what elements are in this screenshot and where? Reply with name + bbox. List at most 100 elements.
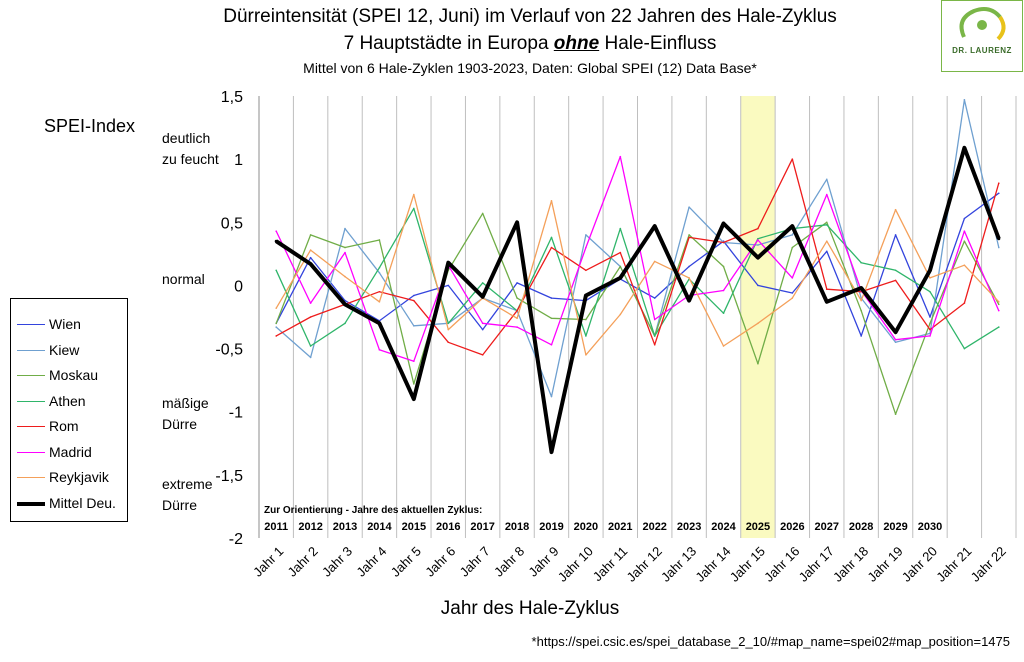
data-point xyxy=(825,193,828,196)
data-point xyxy=(653,224,657,228)
x-tick-label: Jahr 13 xyxy=(658,544,699,585)
cycle-year-label: 2015 xyxy=(402,521,426,533)
legend-label: Reykjavik xyxy=(49,469,109,485)
data-point xyxy=(791,234,794,236)
data-point xyxy=(722,241,725,244)
data-point xyxy=(929,316,931,318)
series-athen xyxy=(275,207,1000,350)
x-tick-label: Jahr 20 xyxy=(899,544,940,585)
data-point xyxy=(997,246,1000,249)
legend-swatch xyxy=(17,451,45,453)
x-tick-label: Jahr 11 xyxy=(590,544,631,585)
logo-text: DR. LAURENZ xyxy=(952,46,1012,55)
data-point xyxy=(550,297,553,299)
data-point xyxy=(549,450,553,454)
cycle-year-label: 2017 xyxy=(470,521,494,533)
x-tick-label: Jahr 19 xyxy=(864,544,905,585)
data-point xyxy=(894,341,897,344)
data-point xyxy=(309,302,312,304)
series-madrid xyxy=(275,155,1000,363)
data-point xyxy=(963,98,966,101)
data-point xyxy=(413,299,415,302)
cycle-year-label: 2027 xyxy=(815,521,839,533)
x-tick-label: Jahr 16 xyxy=(761,544,802,585)
legend-swatch xyxy=(17,375,45,376)
legend-swatch xyxy=(17,501,45,506)
grid xyxy=(258,96,1017,538)
y-tick-label: -0,5 xyxy=(215,342,243,359)
data-point xyxy=(894,234,897,236)
data-point xyxy=(309,234,312,236)
data-point xyxy=(516,297,518,299)
data-point xyxy=(894,413,897,416)
legend-label: Moskau xyxy=(49,367,99,383)
cycle-year-label: 2013 xyxy=(333,521,357,533)
data-point xyxy=(894,338,897,341)
data-point xyxy=(481,282,484,284)
data-point xyxy=(791,158,794,160)
legend-label: Madrid xyxy=(49,443,92,460)
data-point xyxy=(619,265,622,268)
series-line-madrid xyxy=(275,155,1000,362)
cycle-year-label: 2020 xyxy=(574,521,598,533)
data-point xyxy=(344,251,346,254)
data-point xyxy=(687,299,691,303)
y-axis-ticks: 1,5 1 0,5 0 -0,5 -1 -1,5 -2 xyxy=(215,89,243,548)
data-point xyxy=(997,309,1000,312)
data-point xyxy=(722,265,725,268)
data-point xyxy=(481,295,485,299)
cycle-year-label: 2014 xyxy=(367,521,392,533)
data-point xyxy=(274,239,278,243)
data-point xyxy=(275,335,278,337)
annotation-wet: deutlich zu feucht xyxy=(162,128,219,170)
data-point xyxy=(344,322,346,325)
data-point xyxy=(963,347,966,350)
data-point xyxy=(791,277,794,279)
cycle-year-label: 2011 xyxy=(264,521,288,533)
data-point xyxy=(894,279,897,282)
data-point xyxy=(825,224,828,226)
data-point xyxy=(516,326,518,328)
legend: Wien Kiew Moskau Athen Rom Madrid Reykjavik Mit… xyxy=(10,298,128,522)
y-tick-label: -2 xyxy=(229,531,243,548)
cycle-year-label: 2012 xyxy=(298,521,322,533)
data-point xyxy=(619,251,622,254)
y-tick-label: 1 xyxy=(234,152,243,169)
data-point xyxy=(757,322,759,325)
data-point xyxy=(344,246,346,249)
x-tick-label: Jahr 5 xyxy=(388,544,424,580)
data-point xyxy=(929,335,931,337)
data-point xyxy=(860,261,862,264)
data-point xyxy=(447,322,450,325)
data-point xyxy=(722,345,725,347)
data-point xyxy=(997,303,1000,306)
data-point xyxy=(447,284,450,287)
x-tick-label: Jahr 12 xyxy=(624,544,665,585)
data-point xyxy=(413,325,415,327)
data-point xyxy=(516,317,518,320)
data-point xyxy=(860,299,862,302)
orientation-label: Zur Orientierung - Jahre des aktuellen Z… xyxy=(264,505,482,516)
series-line-moskau xyxy=(275,212,1000,415)
series-mittel-deu xyxy=(274,145,1001,455)
cycle-year-label: 2021 xyxy=(608,521,632,533)
data-point xyxy=(757,244,759,246)
data-point xyxy=(585,335,587,337)
x-tick-label: Jahr 1 xyxy=(250,544,286,580)
legend-label: Rom xyxy=(49,418,79,434)
highlight-band xyxy=(740,96,776,538)
data-point xyxy=(413,360,415,363)
cycle-year-label: 2030 xyxy=(918,521,942,533)
data-point xyxy=(378,349,381,351)
data-point xyxy=(963,264,966,267)
data-point xyxy=(825,221,828,224)
data-point xyxy=(757,362,759,365)
cycle-year-label: 2016 xyxy=(436,521,460,533)
data-point xyxy=(378,272,381,274)
data-point xyxy=(275,269,278,272)
cycle-year-label: 2026 xyxy=(780,521,804,533)
cycle-year-label: 2029 xyxy=(883,521,907,533)
cycle-years: Zur Orientierung - Jahre des aktuellen Z… xyxy=(264,505,942,533)
data-point xyxy=(929,328,931,331)
